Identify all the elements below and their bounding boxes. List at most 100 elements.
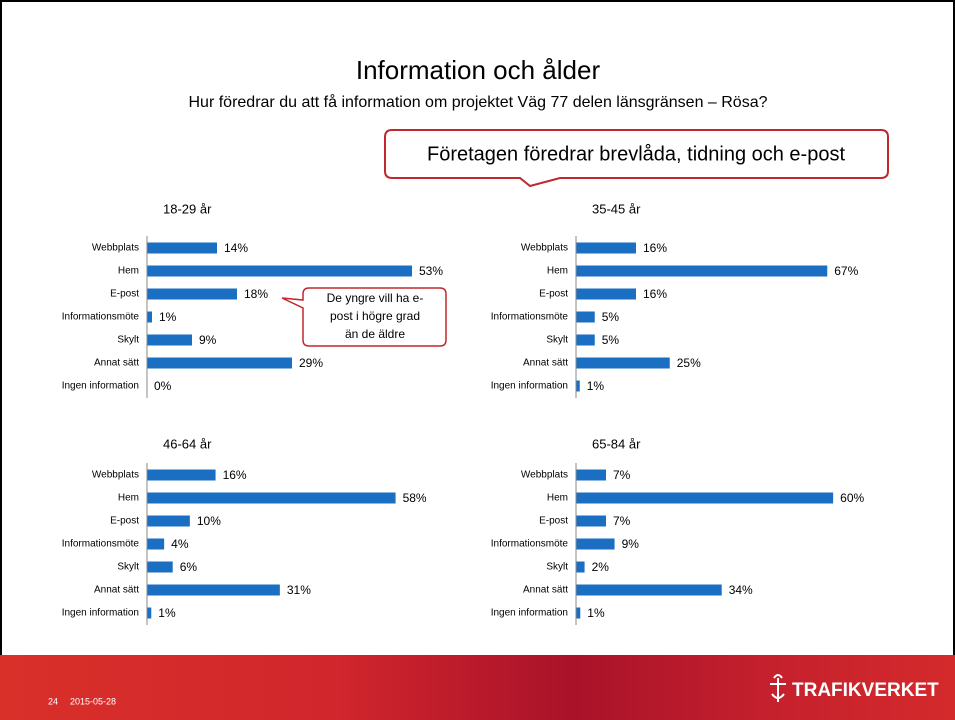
category-label: Hem [118,266,139,277]
bar [576,334,595,346]
category-label: Webbplats [521,470,568,481]
logo-icon [770,674,786,702]
category-label: Ingen information [491,608,568,619]
value-label: 58% [403,491,427,505]
chart-title: 35-45 år [592,201,641,216]
value-label: 2% [592,560,610,574]
bar [147,469,216,481]
category-label: Webbplats [521,243,568,254]
slide-title: Information och ålder [356,55,601,85]
category-label: Informationsmöte [62,539,140,550]
category-label: E-post [110,289,139,300]
category-label: Informationsmöte [491,312,569,323]
bar [147,607,152,619]
category-label: Ingen information [62,608,139,619]
category-label: Skylt [117,562,139,573]
category-label: Informationsmöte [62,312,140,323]
bar [147,561,173,573]
bar [147,311,152,323]
value-label: 16% [643,241,667,255]
value-label: 0% [154,379,172,393]
bar [576,538,615,550]
chart-title: 65-84 år [592,436,641,451]
category-label: Webbplats [92,243,139,254]
note-line: De yngre vill ha e- [327,291,424,305]
value-label: 34% [729,583,753,597]
value-label: 9% [622,537,640,551]
bar [576,492,834,504]
page-number: 24 [48,696,58,706]
bar [147,288,237,300]
callout-box [384,129,889,188]
value-label: 7% [613,468,631,482]
category-label: Annat sätt [523,358,568,369]
category-label: E-post [539,289,568,300]
category-label: E-post [110,516,139,527]
bar [147,492,396,504]
note-box [281,287,447,347]
note-line: post i högre grad [330,309,420,323]
category-label: Annat sätt [94,585,139,596]
category-label: Webbplats [92,470,139,481]
bar [147,538,165,550]
category-label: Hem [547,266,568,277]
bar [576,242,636,254]
value-label: 1% [159,310,177,324]
bar [147,357,292,369]
value-label: 29% [299,356,323,370]
slide-subtitle: Hur föredrar du att få information om pr… [189,93,768,111]
bar [147,334,192,346]
value-label: 16% [643,287,667,301]
value-label: 31% [287,583,311,597]
value-label: 18% [244,287,268,301]
chart-title: 46-64 år [163,436,212,451]
value-label: 1% [587,379,605,393]
bar [576,288,636,300]
value-label: 1% [587,606,605,620]
bar [576,311,595,323]
value-label: 5% [602,310,620,324]
bar [147,584,280,596]
value-label: 7% [613,514,631,528]
bar [576,515,606,527]
bar [576,357,670,369]
category-label: Ingen information [62,381,139,392]
callout-text: Företagen föredrar brevlåda, tidning och… [427,143,845,165]
category-label: Hem [547,493,568,504]
category-label: Informationsmöte [491,539,569,550]
bar [576,469,606,481]
bar [147,515,190,527]
value-label: 9% [199,333,217,347]
bar [576,380,580,392]
footer-band [0,655,955,720]
category-label: Skylt [117,335,139,346]
value-label: 53% [419,264,443,278]
bar [147,265,412,277]
value-label: 14% [224,241,248,255]
value-label: 1% [158,606,176,620]
value-label: 67% [834,264,858,278]
category-label: Ingen information [491,381,568,392]
bar [576,607,581,619]
category-label: Hem [118,493,139,504]
category-label: Skylt [546,562,568,573]
category-label: E-post [539,516,568,527]
category-label: Skylt [546,335,568,346]
date: 2015-05-28 [70,696,116,706]
value-label: 4% [171,537,189,551]
category-label: Annat sätt [523,585,568,596]
value-label: 25% [677,356,701,370]
chart-title: 18-29 år [163,201,212,216]
bar [576,265,828,277]
value-label: 6% [180,560,198,574]
category-label: Annat sätt [94,358,139,369]
value-label: 16% [223,468,247,482]
value-label: 5% [602,333,620,347]
value-label: 60% [840,491,864,505]
note-line: än de äldre [345,327,405,341]
bar [576,584,722,596]
bar [576,561,585,573]
logo-text: TRAFIKVERKET [792,680,939,701]
value-label: 10% [197,514,221,528]
